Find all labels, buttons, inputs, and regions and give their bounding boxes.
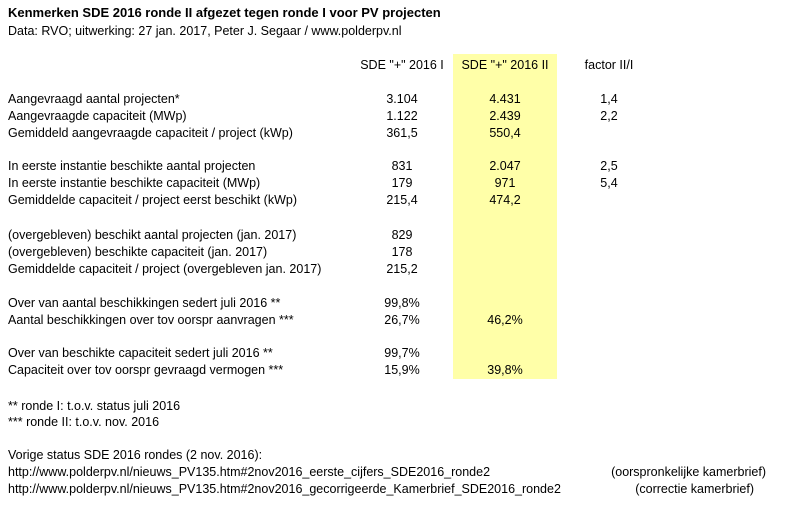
cell-factor: 5,4 — [600, 176, 618, 190]
cell-round-2: 2.439 — [489, 109, 521, 123]
cell-factor: 2,5 — [600, 159, 618, 173]
page-title: Kenmerken SDE 2016 ronde II afgezet tege… — [8, 5, 441, 20]
highlight-column — [453, 54, 557, 379]
row-label: Aangevraagde capaciteit (MWp) — [8, 109, 187, 123]
cell-round-2: 4.431 — [489, 92, 521, 106]
row-label: Aangevraagd aantal projecten* — [8, 92, 180, 106]
column-header-round-1: SDE "+" 2016 I — [360, 58, 444, 72]
row-label: (overgebleven) beschikte capaciteit (jan… — [8, 245, 268, 259]
footnote-round-2: *** ronde II: t.o.v. nov. 2016 — [8, 415, 160, 429]
row-label: In eerste instantie beschikte capaciteit… — [8, 176, 261, 190]
subtitle: Data: RVO; uitwerking: 27 jan. 2017, Pet… — [8, 24, 402, 38]
cell-round-1: 1.122 — [386, 109, 418, 123]
row-label: (overgebleven) beschikt aantal projecten… — [8, 228, 297, 242]
row-label: In eerste instantie beschikte aantal pro… — [8, 159, 256, 173]
row-label: Over van aantal beschikkingen sedert jul… — [8, 296, 281, 310]
cell-round-1: 15,9% — [384, 363, 420, 377]
link-corrected-letter[interactable]: http://www.polderpv.nl/nieuws_PV135.htm#… — [8, 482, 561, 496]
cell-round-1: 99,7% — [384, 346, 420, 360]
cell-round-1: 99,8% — [384, 296, 420, 310]
row-label: Gemiddeld aangevraagde capaciteit / proj… — [8, 126, 293, 140]
previous-status-heading: Vorige status SDE 2016 rondes (2 nov. 20… — [8, 448, 263, 462]
row-label: Gemiddelde capaciteit / project eerst be… — [8, 193, 298, 207]
column-header-factor: factor II/I — [584, 58, 634, 72]
row-label: Aantal beschikkingen over tov oorspr aan… — [8, 313, 294, 327]
cell-round-1: 361,5 — [386, 126, 418, 140]
cell-factor: 2,2 — [600, 109, 618, 123]
cell-round-2: 39,8% — [487, 363, 523, 377]
row-label: Capaciteit over tov oorspr gevraagd verm… — [8, 363, 284, 377]
cell-round-1: 26,7% — [384, 313, 420, 327]
cell-round-1: 215,2 — [386, 262, 418, 276]
cell-round-1: 178 — [391, 245, 413, 259]
link-original-letter-note: (oorspronkelijke kamerbrief) — [611, 465, 766, 479]
cell-round-2: 971 — [494, 176, 516, 190]
cell-factor: 1,4 — [600, 92, 618, 106]
footnote-round-1: ** ronde I: t.o.v. status juli 2016 — [8, 399, 181, 413]
link-corrected-letter-note: (correctie kamerbrief) — [635, 482, 754, 496]
cell-round-1: 831 — [391, 159, 413, 173]
row-label: Gemiddelde capaciteit / project (overgeb… — [8, 262, 322, 276]
cell-round-2: 474,2 — [489, 193, 521, 207]
cell-round-1: 829 — [391, 228, 413, 242]
column-header-round-2: SDE "+" 2016 II — [461, 58, 549, 72]
cell-round-2: 46,2% — [487, 313, 523, 327]
cell-round-1: 179 — [391, 176, 413, 190]
link-original-letter[interactable]: http://www.polderpv.nl/nieuws_PV135.htm#… — [8, 465, 491, 479]
cell-round-1: 3.104 — [386, 92, 418, 106]
cell-round-2: 2.047 — [489, 159, 521, 173]
row-label: Over van beschikte capaciteit sedert jul… — [8, 346, 273, 360]
cell-round-1: 215,4 — [386, 193, 418, 207]
cell-round-2: 550,4 — [489, 126, 521, 140]
